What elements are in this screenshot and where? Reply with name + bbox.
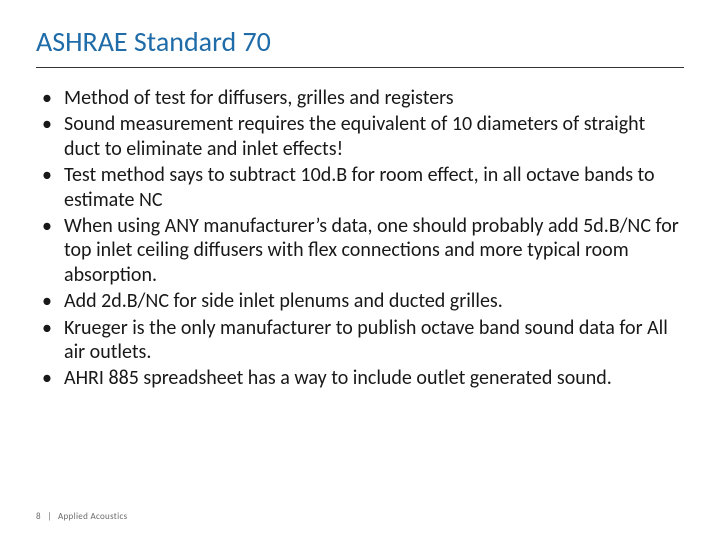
bullet-text: Add 2d.B/NC for side inlet plenums and d… [64,289,503,313]
list-item: Test method says to subtract 10d.B for r… [36,163,684,212]
list-item: When using ANY manufacturer’s data, one … [36,214,684,287]
bullet-text: Sound measurement requires the equivalen… [64,112,645,160]
slide-footer: 8 | Applied Acoustics [36,511,127,522]
bullet-list: Method of test for diffusers, grilles an… [36,86,684,391]
footer-label: Applied Acoustics [58,511,127,522]
bullet-text: Method of test for diffusers, grilles an… [64,86,454,110]
bullet-text: AHRI 885 spreadsheet has a way to includ… [64,366,612,390]
list-item: Sound measurement requires the equivalen… [36,112,684,161]
page-title: ASHRAE Standard 70 [36,24,684,68]
list-item: AHRI 885 spreadsheet has a way to includ… [36,366,684,390]
list-item: Add 2d.B/NC for side inlet plenums and d… [36,289,684,313]
bullet-text: Krueger is the only manufacturer to publ… [64,316,668,364]
footer-separator: | [47,511,51,522]
slide: ASHRAE Standard 70 Method of test for di… [0,0,720,540]
list-item: Method of test for diffusers, grilles an… [36,86,684,110]
bullet-text: When using ANY manufacturer’s data, one … [64,214,679,287]
bullet-text: Test method says to subtract 10d.B for r… [64,163,655,211]
page-number: 8 [36,511,41,522]
list-item: Krueger is the only manufacturer to publ… [36,316,684,365]
